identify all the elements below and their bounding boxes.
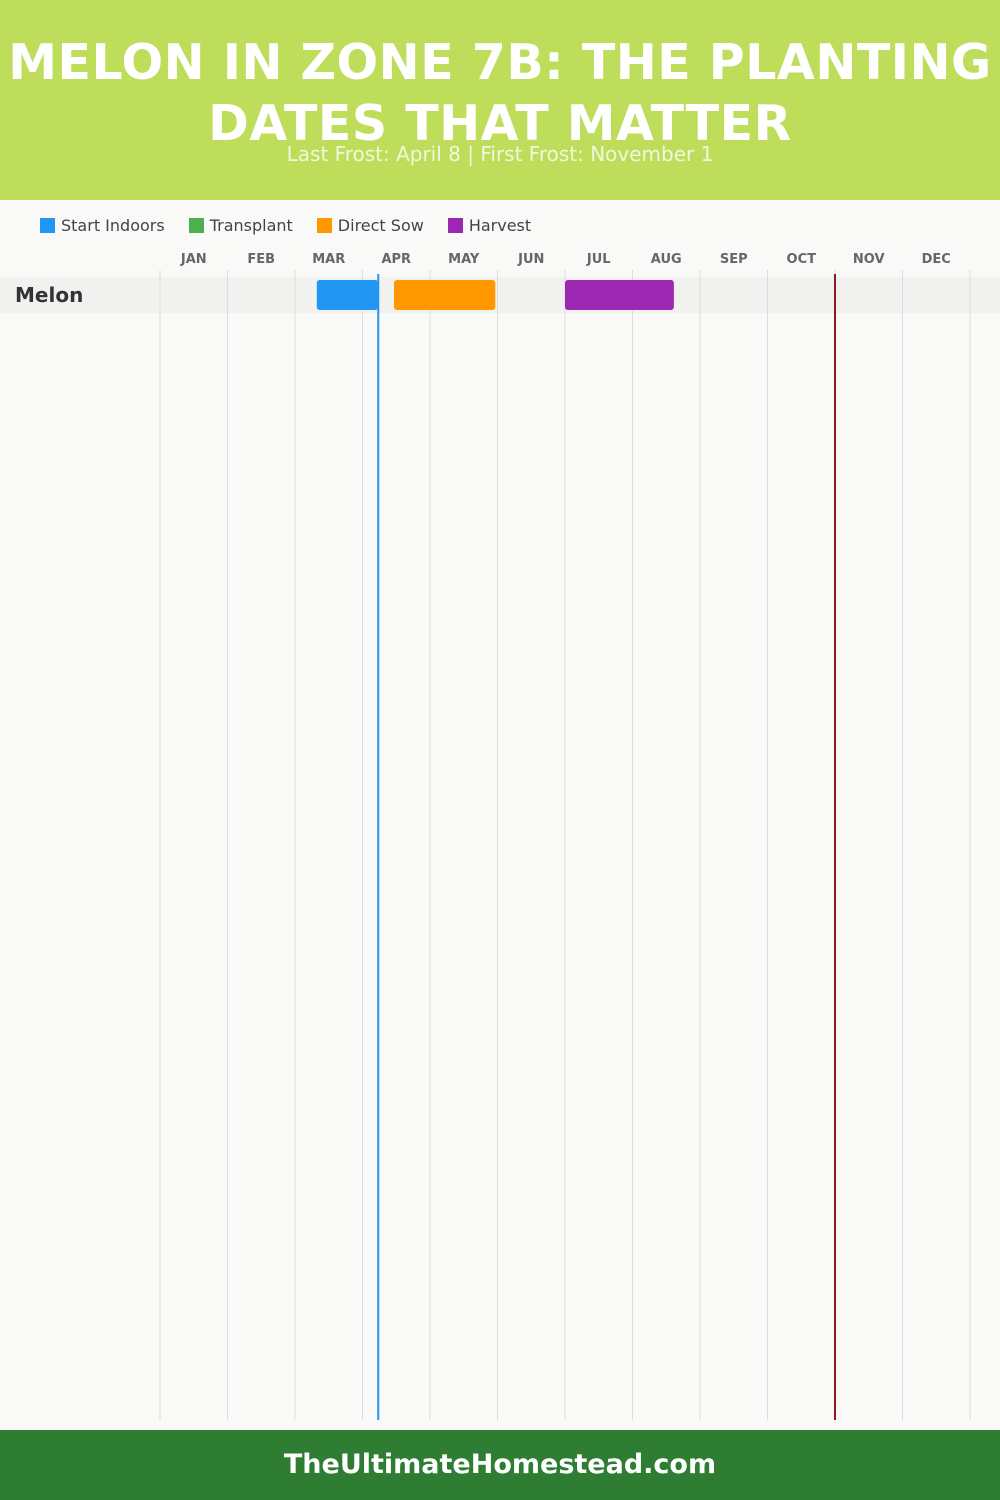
legend-item-transplant: Transplant: [188, 215, 293, 235]
month-label-jan: JAN: [180, 252, 207, 267]
footer-banner: TheUltimateHomestead.com: [0, 1430, 1000, 1500]
legend-label-harvest: Harvest: [468, 215, 532, 235]
header-banner: MELON IN ZONE 7B: THE PLANTING DATES THA…: [0, 0, 1000, 200]
frost-dates-subtitle: Last Frost: April 8 | First Frost: Novem…: [286, 142, 714, 166]
month-label-mar: MAR: [312, 252, 345, 267]
chart-legend: Start Indoors Transplant Direct Sow Harv…: [40, 214, 555, 236]
month-label-sep: SEP: [720, 252, 748, 267]
month-label-apr: APR: [381, 252, 411, 267]
legend-label-start-indoors: Start Indoors: [61, 215, 165, 235]
bar-start-indoors: [316, 280, 379, 310]
month-label-nov: NOV: [853, 252, 885, 267]
month-label-may: MAY: [448, 252, 480, 267]
legend-swatch-transplant: [188, 217, 204, 233]
crop-row-band: [0, 277, 1000, 313]
month-label-jun: JUN: [517, 252, 544, 267]
month-label-jul: JUL: [586, 252, 611, 267]
footer-site-link[interactable]: TheUltimateHomestead.com: [283, 1449, 717, 1480]
month-label-aug: AUG: [651, 252, 682, 267]
legend-item-direct-sow: Direct Sow: [316, 215, 424, 235]
legend-swatch-harvest: [447, 217, 463, 233]
legend-item-harvest: Harvest: [447, 215, 532, 235]
legend-item-start-indoors: Start Indoors: [40, 216, 165, 235]
legend-label-transplant: Transplant: [209, 215, 293, 235]
month-label-dec: DEC: [922, 252, 951, 267]
month-label-feb: FEB: [247, 252, 275, 267]
page-title: MELON IN ZONE 7B: THE PLANTING DATES THA…: [8, 34, 992, 152]
bar-direct-sow: [394, 280, 496, 310]
bar-harvest: [565, 280, 674, 310]
legend-label-direct-sow: Direct Sow: [337, 215, 424, 235]
month-label-oct: OCT: [787, 252, 817, 267]
crop-label-melon: Melon: [15, 283, 83, 307]
planting-calendar-chart: JAN FEB MAR APR MAY JUN JUL AUG SEP OCT NOV DEC Melo…: [0, 252, 1000, 1420]
legend-swatch-direct-sow: [316, 217, 332, 233]
legend-swatch-start-indoors: [40, 217, 55, 233]
